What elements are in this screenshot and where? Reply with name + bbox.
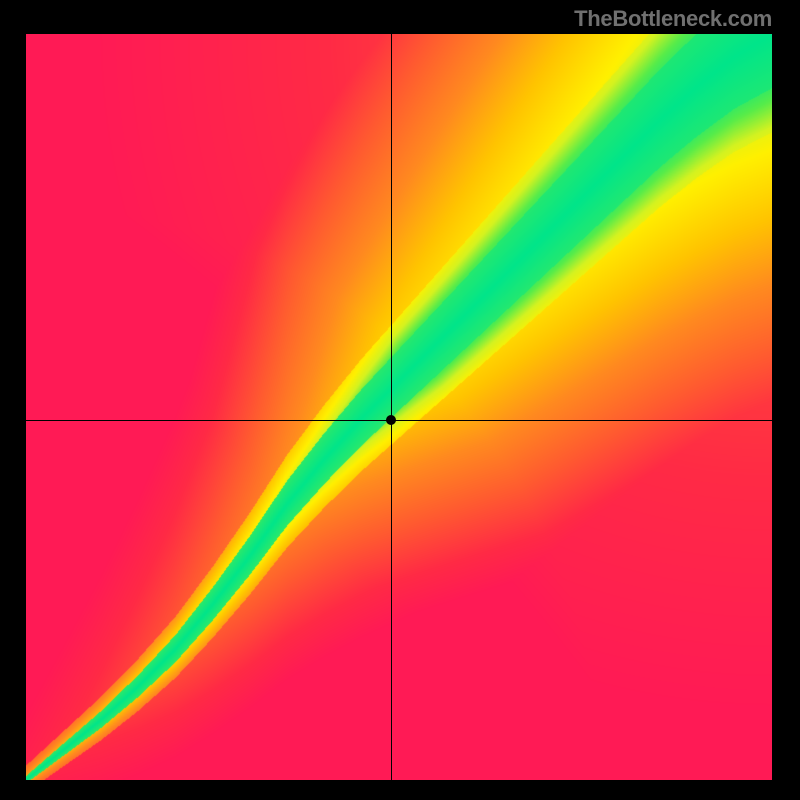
heatmap-canvas <box>26 34 772 780</box>
heatmap-plot <box>26 34 772 780</box>
watermark-text: TheBottleneck.com <box>574 6 772 32</box>
crosshair-horizontal <box>26 420 772 421</box>
crosshair-marker-dot <box>386 415 396 425</box>
crosshair-vertical <box>391 34 392 780</box>
